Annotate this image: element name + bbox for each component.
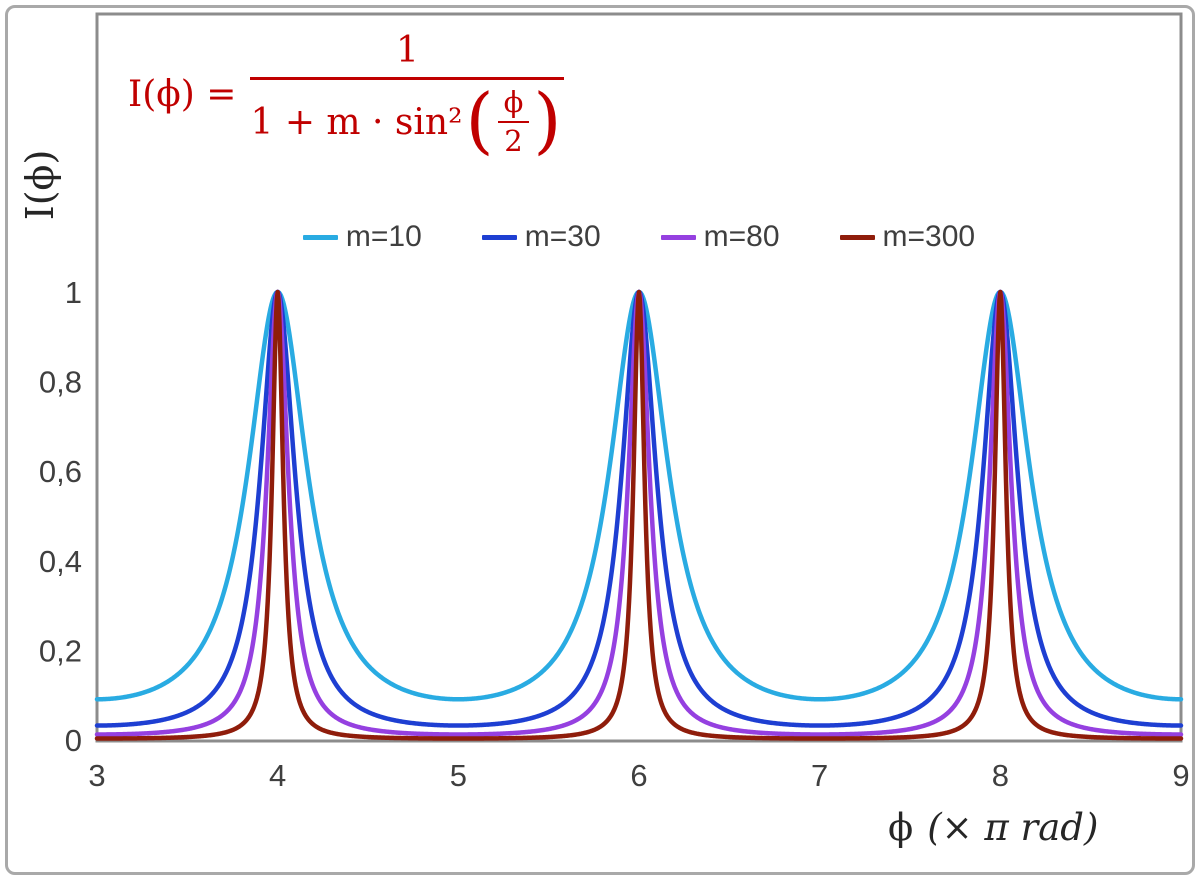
x-tick-label: 9 bbox=[1172, 758, 1189, 793]
y-tick-label: 1 bbox=[65, 275, 82, 310]
legend-item: m=30 bbox=[481, 220, 601, 254]
x-axis-units: (× π rad) bbox=[927, 806, 1099, 849]
formula: I(ϕ) = 1 1 + m · sin² ( ϕ 2 ) bbox=[128, 30, 565, 163]
legend-swatch bbox=[839, 234, 875, 240]
y-tick-label: 0,4 bbox=[39, 544, 82, 579]
legend-swatch bbox=[481, 234, 517, 240]
x-tick-label: 8 bbox=[992, 758, 1009, 793]
y-tick-label: 0,6 bbox=[39, 454, 82, 489]
legend-item: m=80 bbox=[660, 220, 780, 254]
series-m=30 bbox=[94, 289, 1184, 728]
x-tick-label: 5 bbox=[450, 758, 467, 793]
x-tick-label: 6 bbox=[630, 758, 647, 793]
y-axis-label: I(ϕ) bbox=[18, 149, 62, 221]
inner-numerator: ϕ bbox=[497, 86, 530, 124]
y-tick-label: 0,8 bbox=[39, 365, 82, 400]
inner-denominator: 2 bbox=[504, 124, 523, 159]
legend: m=10 m=30 m=80 m=300 bbox=[97, 220, 1181, 254]
legend-swatch bbox=[302, 234, 338, 240]
plot-frame bbox=[95, 12, 1183, 743]
open-paren: ( bbox=[465, 78, 494, 163]
legend-label: m=300 bbox=[882, 220, 976, 253]
series-m=300 bbox=[94, 289, 1184, 741]
y-tick-label: 0 bbox=[65, 723, 82, 758]
inner-fraction: ϕ 2 bbox=[497, 86, 530, 159]
legend-item: m=10 bbox=[302, 220, 422, 254]
y-tick-label: 0,2 bbox=[39, 633, 82, 668]
formula-lhs: I(ϕ) = bbox=[128, 73, 237, 115]
legend-label: m=80 bbox=[703, 220, 780, 253]
x-tick-label: 3 bbox=[88, 758, 105, 793]
legend-label: m=30 bbox=[524, 220, 601, 253]
formula-fraction: 1 1 + m · sin² ( ϕ 2 ) bbox=[250, 30, 565, 163]
series-m=80 bbox=[94, 289, 1184, 737]
formula-numerator: 1 bbox=[396, 30, 419, 71]
x-tick-label: 7 bbox=[811, 758, 828, 793]
close-paren: ) bbox=[533, 78, 562, 163]
x-axis-label: ϕ (× π rad) bbox=[888, 806, 1098, 849]
legend-swatch bbox=[660, 234, 696, 240]
formula-denominator-text: 1 + m · sin² bbox=[250, 101, 463, 143]
legend-item: m=300 bbox=[839, 220, 976, 254]
x-axis-symbol: ϕ bbox=[888, 806, 914, 849]
formula-denominator: 1 + m · sin² ( ϕ 2 ) bbox=[250, 77, 565, 163]
x-tick-label: 4 bbox=[269, 758, 286, 793]
legend-label: m=10 bbox=[345, 220, 422, 253]
